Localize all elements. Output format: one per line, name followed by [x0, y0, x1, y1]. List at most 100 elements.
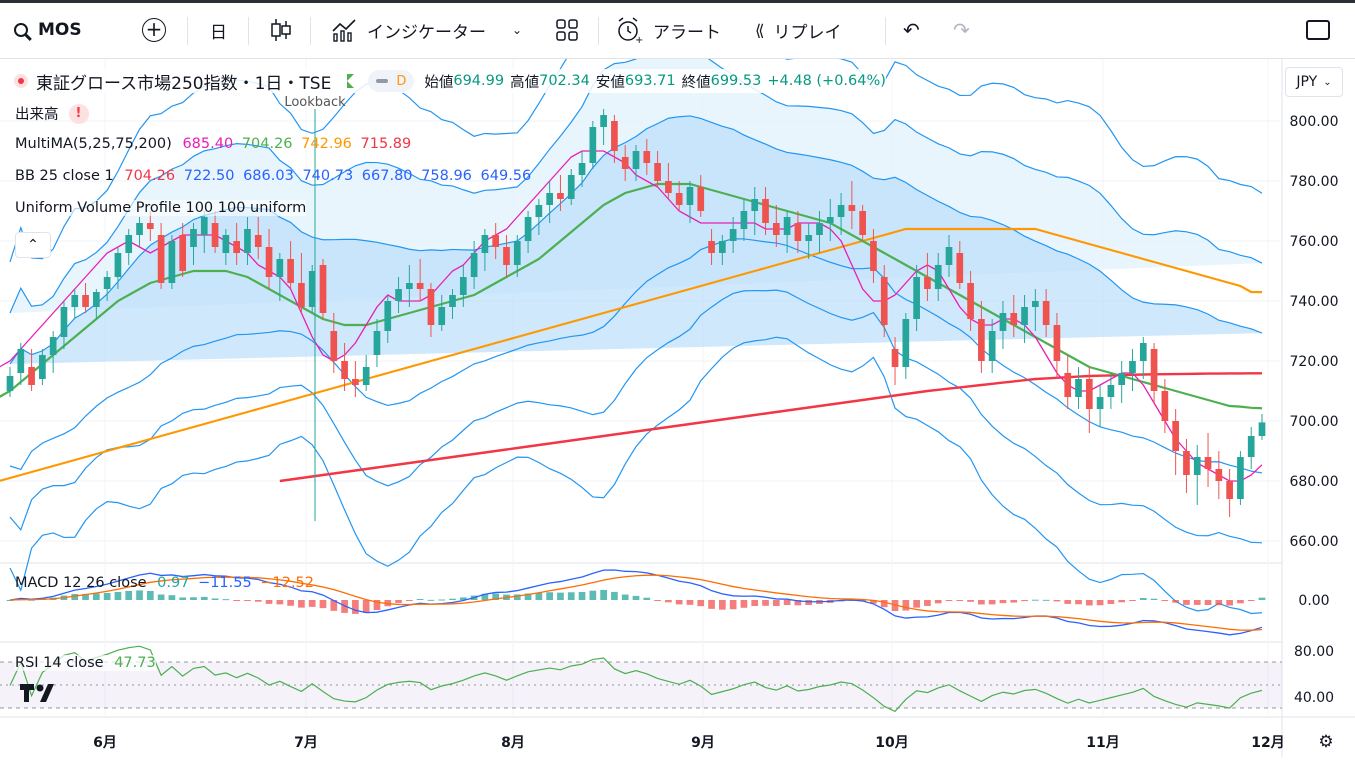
macd-hist-bar	[211, 598, 219, 600]
time-tick-label: 6月	[93, 735, 117, 751]
candle-body	[276, 259, 284, 277]
macd-hist-bar	[319, 600, 327, 609]
candle-body	[459, 277, 467, 295]
candle-body	[632, 151, 640, 169]
rsi-legend[interactable]: RSI 14 close 47.73	[15, 655, 156, 671]
interval-button[interactable]: 日	[210, 13, 227, 47]
price-tick-label: 800.00	[1290, 114, 1339, 130]
macd-hist-bar	[654, 600, 661, 601]
macd-hist-bar	[1118, 600, 1126, 603]
bb-value: 649.56	[480, 168, 532, 184]
candle-body	[816, 223, 823, 235]
macd-hist-bar	[589, 590, 597, 600]
candle-body	[1172, 421, 1180, 451]
symbol-title[interactable]: 東証グロース市場250指数・1日・TSE	[36, 73, 332, 94]
warning-icon[interactable]: !	[68, 103, 89, 124]
candle-body	[1150, 349, 1158, 391]
candle-body	[578, 163, 586, 175]
candle-body	[438, 307, 446, 325]
macd-hist-bar	[913, 600, 920, 608]
candle-body	[524, 217, 532, 241]
candle-body	[308, 271, 316, 307]
candle-body	[362, 367, 370, 385]
candle-body	[265, 247, 273, 277]
data-status-badge: D	[368, 70, 415, 92]
compare-button[interactable]: +	[142, 13, 166, 47]
close-value: 699.53	[710, 73, 762, 89]
macd-hist-bar	[1193, 600, 1201, 605]
candle-body	[1075, 379, 1082, 397]
macd-hist-bar	[643, 597, 651, 600]
candle-body	[924, 277, 931, 289]
macd-hist-bar	[1161, 600, 1169, 601]
bb-legend[interactable]: BB 25 close 1 704.26 722.50 686.03 740.7…	[15, 168, 531, 184]
price-tick-label: 680.00	[1290, 474, 1339, 490]
candle-body	[611, 121, 618, 151]
multima-legend[interactable]: MultiMA(5,25,75,200) 685.40 704.26 742.9…	[15, 136, 411, 152]
volume-legend[interactable]: 出来高 !	[15, 103, 89, 124]
templates-button[interactable]	[555, 13, 579, 47]
macd-hist-bar	[1183, 600, 1190, 605]
candle-body	[665, 181, 672, 193]
symbol-search[interactable]: MOS	[14, 13, 82, 47]
bb-value: 740.73	[302, 168, 354, 184]
delayed-badge: D	[396, 73, 407, 89]
window-icon	[1306, 20, 1330, 40]
replay-label: リプレイ	[773, 22, 842, 43]
chart-type-button[interactable]	[270, 13, 292, 47]
candle-body	[395, 289, 402, 301]
replay-button[interactable]: ⟨⟨ リプレイ	[755, 13, 841, 47]
macd-hist-bar	[276, 600, 284, 605]
candle-body	[1064, 373, 1072, 397]
bb-value: 704.26	[124, 168, 176, 184]
ma5-value: 685.40	[182, 136, 234, 152]
candle-body	[298, 283, 305, 307]
alert-label: アラート	[653, 22, 721, 43]
macd-hist-bar	[1096, 600, 1104, 606]
ma200-line	[279, 372, 1263, 483]
candle-body	[254, 235, 262, 247]
undo-button[interactable]: ↶	[903, 13, 920, 47]
price-tick-label: 720.00	[1290, 354, 1339, 370]
macd-hist-bar	[999, 600, 1007, 604]
open-label: 始値	[424, 74, 454, 91]
settings-icon[interactable]: ⚙	[1318, 732, 1333, 752]
macd-hist-bar	[265, 600, 273, 604]
price-tick-label: 780.00	[1290, 174, 1339, 190]
tradingview-logo[interactable]	[18, 681, 64, 705]
candle-body	[1042, 301, 1050, 325]
macd-hist-bar	[632, 595, 640, 600]
toolbar-divider	[598, 17, 599, 45]
time-tick-label: 7月	[294, 735, 318, 751]
candle-body	[179, 235, 187, 271]
macd-line-value: −11.55	[198, 575, 252, 591]
indicators-button[interactable]: インジケーター ⌄	[331, 13, 522, 47]
macd-hist-bar	[956, 600, 964, 601]
macd-line	[9, 569, 1263, 636]
macd-hist-bar	[978, 600, 985, 605]
candle-body	[557, 193, 564, 199]
macd-hist-bar	[535, 592, 543, 600]
bb-value: 758.96	[421, 168, 472, 184]
redo-button[interactable]: ↷	[953, 13, 970, 47]
layout-button[interactable]	[1306, 13, 1330, 47]
candle-body	[513, 241, 521, 265]
high-label: 高値	[510, 74, 540, 91]
uvp-legend[interactable]: Uniform Volume Profile 100 100 uniform	[15, 200, 307, 216]
macd-hist-bar	[395, 600, 402, 603]
time-tick-label: 10月	[875, 735, 908, 751]
candle-body	[1107, 385, 1115, 397]
alert-button[interactable]: + アラート	[615, 13, 721, 47]
candle-body	[39, 355, 46, 379]
macd-hist-bar	[740, 600, 748, 608]
candle-body	[222, 235, 230, 253]
collapse-legend-button[interactable]: ⌃	[15, 232, 51, 258]
macd-hist-bar	[1010, 600, 1018, 603]
candle-body	[1204, 457, 1212, 469]
currency-select[interactable]: JPY ⌄	[1285, 67, 1343, 97]
macd-legend[interactable]: MACD 12 26 close 0.97 −11.55 −12.52	[15, 575, 314, 591]
macd-hist-value: 0.97	[157, 575, 190, 591]
candle-body	[157, 235, 165, 283]
